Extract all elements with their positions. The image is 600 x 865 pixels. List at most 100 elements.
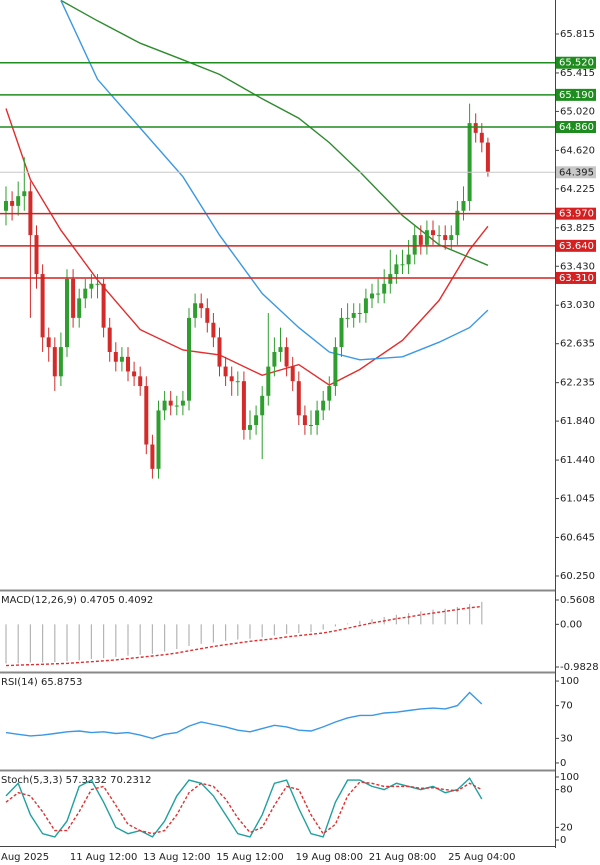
y-tick-label: 30	[560, 733, 573, 744]
level-label: 63.640	[559, 241, 594, 252]
candle-body	[168, 400, 173, 406]
candle-body	[406, 254, 411, 265]
candle-body	[77, 298, 82, 318]
candle-body	[345, 317, 350, 319]
candle-body	[52, 347, 57, 377]
x-tick-label: 11 Aug 12:00	[70, 852, 137, 863]
candle-body	[241, 381, 246, 430]
y-tick-label: 70	[560, 701, 573, 712]
candle-body	[150, 444, 155, 469]
candle-body	[321, 400, 326, 411]
moving-average	[60, 0, 489, 361]
candle-body	[144, 386, 149, 445]
y-tick-label: 61.840	[560, 416, 595, 427]
y-tick-label: 63.430	[560, 261, 595, 272]
y-tick-label: 20	[560, 822, 573, 833]
candle-body	[223, 366, 228, 377]
candle-body	[339, 317, 344, 348]
candle-body	[65, 278, 69, 348]
candle-body	[272, 351, 277, 367]
current-price-label: 64.395	[559, 167, 594, 178]
y-tick-label: 100	[560, 676, 579, 687]
y-tick-label: 63.030	[560, 300, 595, 311]
level-tag	[556, 207, 596, 220]
candle-body	[357, 313, 362, 315]
y-tick-label: 0	[560, 758, 566, 769]
candle-body	[205, 308, 210, 323]
moving-average	[5, 108, 489, 386]
candle-body	[211, 322, 216, 338]
level-label: 63.310	[559, 273, 594, 284]
candle-body	[327, 386, 332, 401]
candle-body	[431, 230, 435, 236]
candle-body	[309, 425, 313, 427]
y-tick-label: 65.415	[560, 68, 595, 79]
candle-body	[443, 235, 448, 240]
candle-body	[113, 351, 118, 362]
level-tag	[556, 271, 596, 284]
y-tick-label: 61.045	[560, 494, 595, 505]
candle-body	[89, 283, 94, 289]
candle-body	[138, 376, 143, 387]
candle-body	[296, 381, 301, 416]
candle-body	[22, 191, 27, 197]
y-tick-label: 63.825	[560, 223, 595, 234]
y-tick-label: 0.00	[560, 619, 582, 630]
indicator-title: Stoch(5,3,3) 57.3232 70.2312	[1, 775, 152, 786]
candle-body	[217, 337, 222, 367]
y-tick-label: 62.635	[560, 339, 595, 350]
candle-body	[58, 347, 63, 377]
candle-body	[101, 283, 106, 328]
candle-body	[187, 317, 191, 401]
indicator-line	[5, 777, 483, 838]
candle-body	[16, 196, 21, 206]
candle-body	[394, 264, 399, 275]
candle-body	[40, 274, 45, 338]
current-price-tag	[556, 166, 596, 179]
candle-body	[461, 201, 466, 211]
candle-body	[333, 347, 338, 387]
indicator-line	[5, 691, 483, 740]
candle-body	[485, 142, 490, 172]
y-tick-label: 62.235	[560, 378, 595, 389]
candle-body	[119, 356, 124, 362]
candle-body	[400, 264, 405, 266]
candle-body	[180, 400, 185, 406]
candle-body	[363, 298, 368, 314]
y-tick-label: 61.440	[560, 455, 595, 466]
level-label: 64.860	[559, 122, 594, 133]
candle-body	[46, 337, 51, 348]
indicator-title: RSI(14) 65.8753	[1, 677, 82, 688]
candle-body	[254, 415, 259, 426]
indicator-title: MACD(12,26,9) 0.4705 0.4092	[1, 595, 153, 606]
x-tick-label: 13 Aug 12:00	[143, 852, 210, 863]
x-tick-label: Aug 2025	[1, 852, 49, 863]
y-tick-label: 100	[560, 772, 579, 783]
candle-body	[467, 123, 472, 202]
candle-body	[479, 132, 484, 143]
y-tick-label: 0.5608	[560, 595, 595, 606]
level-tag	[556, 239, 596, 252]
y-tick-label: 65.815	[560, 29, 595, 40]
x-tick-label: 19 Aug 08:00	[296, 852, 363, 863]
candle-body	[260, 395, 265, 416]
candle-body	[162, 400, 167, 411]
candle-body	[34, 235, 39, 275]
y-tick-label: 64.620	[560, 145, 595, 156]
candle-body	[424, 230, 429, 245]
candle-body	[83, 288, 88, 299]
candle-body	[126, 356, 130, 372]
y-tick-label: 80	[560, 785, 573, 796]
candle-body	[290, 366, 295, 382]
candle-body	[266, 366, 271, 396]
candle-body	[315, 410, 320, 426]
candle-body	[4, 201, 8, 211]
candle-body	[376, 293, 381, 295]
candle-body	[284, 347, 289, 367]
candle-body	[437, 235, 442, 237]
candle-body	[10, 201, 15, 206]
candle-body	[412, 235, 417, 255]
level-tag	[556, 120, 596, 133]
candle-body	[302, 415, 307, 426]
